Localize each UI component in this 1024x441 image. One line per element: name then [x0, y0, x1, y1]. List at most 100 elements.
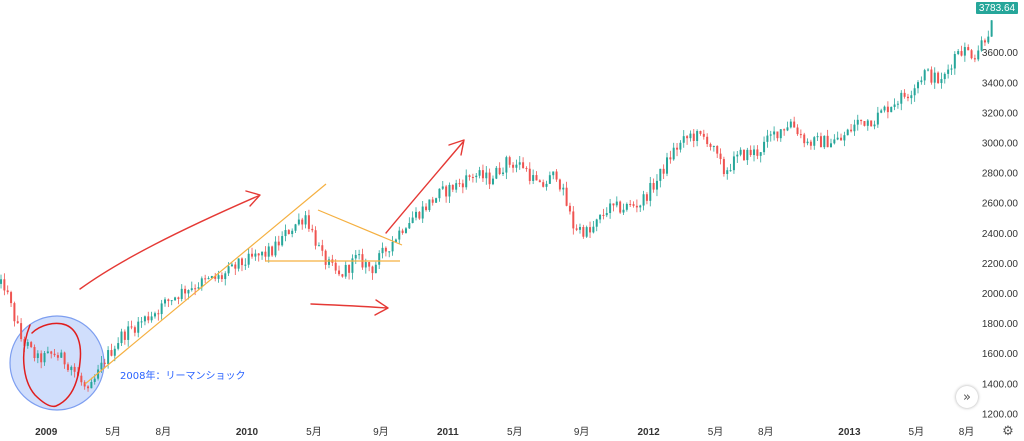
- candle: [358, 249, 361, 260]
- candle-body: [220, 275, 223, 280]
- candle: [247, 248, 250, 268]
- candle-body: [846, 129, 849, 136]
- candle-body: [512, 164, 515, 168]
- candle-body: [404, 228, 407, 233]
- candle: [445, 184, 448, 203]
- candle-body: [207, 278, 210, 280]
- candle-body: [983, 40, 986, 43]
- candle-body: [783, 129, 786, 131]
- candle: [746, 147, 749, 165]
- candle: [291, 228, 294, 238]
- candle: [264, 246, 267, 262]
- candle: [699, 130, 702, 136]
- candle-body: [930, 69, 933, 83]
- candle-body: [113, 348, 116, 356]
- candle-body: [341, 274, 344, 277]
- candle-body: [388, 251, 391, 253]
- scroll-to-realtime-button[interactable]: »: [956, 386, 978, 408]
- candle-body: [488, 172, 491, 185]
- candle-body: [702, 133, 705, 137]
- candle-body: [83, 382, 86, 387]
- candle-body: [910, 95, 913, 99]
- candle: [625, 202, 628, 212]
- candle: [170, 300, 173, 306]
- candle: [592, 221, 595, 234]
- candle-body: [763, 141, 766, 153]
- candle-body: [759, 152, 762, 156]
- candle-body: [240, 258, 243, 266]
- candle: [512, 162, 515, 173]
- candle: [843, 131, 846, 147]
- candle: [927, 68, 930, 72]
- candle: [127, 321, 130, 347]
- candle-body: [351, 258, 354, 273]
- candle-body: [103, 362, 106, 364]
- candle: [957, 49, 960, 56]
- candle-body: [689, 133, 692, 139]
- candle: [876, 106, 879, 128]
- x-tick-label: 2012: [637, 427, 660, 438]
- candle: [963, 42, 966, 62]
- candle-body: [669, 157, 672, 160]
- x-tick-label: 9月: [373, 426, 389, 438]
- candle: [987, 30, 990, 44]
- candle: [525, 166, 528, 172]
- candle: [860, 119, 863, 125]
- candle: [696, 129, 699, 147]
- candle: [823, 135, 826, 150]
- candle-body: [645, 194, 648, 201]
- candle: [532, 169, 535, 185]
- candle-body: [682, 136, 685, 143]
- candle: [629, 199, 632, 207]
- candle-body: [130, 326, 133, 328]
- candle: [184, 285, 187, 300]
- candle: [150, 311, 153, 323]
- candle: [870, 120, 873, 127]
- candle-body: [672, 147, 675, 160]
- candle: [973, 54, 976, 63]
- candle-body: [234, 264, 237, 269]
- candle-body: [963, 47, 966, 56]
- candle: [933, 67, 936, 89]
- chart-settings-button[interactable]: ⚙: [1000, 423, 1016, 439]
- candle: [689, 130, 692, 142]
- candle-body: [257, 253, 260, 256]
- candle-body: [194, 288, 197, 290]
- candle: [301, 217, 304, 230]
- candle-body: [973, 58, 976, 60]
- candle: [692, 129, 695, 148]
- candle: [642, 190, 645, 211]
- candle: [883, 105, 886, 113]
- candle: [920, 76, 923, 85]
- candle: [716, 145, 719, 158]
- candle-body: [666, 157, 669, 174]
- candle: [605, 207, 608, 218]
- candle-body: [428, 199, 431, 211]
- candle: [271, 245, 274, 257]
- last-price-value: 3783.64: [979, 3, 1016, 14]
- candle-body: [953, 54, 956, 69]
- candle: [953, 51, 956, 75]
- candle: [575, 224, 578, 232]
- candle-body: [786, 127, 789, 131]
- candle: [351, 254, 354, 280]
- candle-body: [307, 215, 310, 229]
- candle: [10, 290, 13, 308]
- candle: [40, 350, 43, 369]
- candle-body: [421, 206, 424, 219]
- candle: [937, 71, 940, 85]
- candle: [686, 135, 689, 145]
- candle: [833, 134, 836, 145]
- candle-body: [93, 378, 96, 382]
- y-tick-label: 1800.00: [982, 319, 1019, 330]
- candle-body: [137, 321, 140, 333]
- candle: [133, 325, 136, 337]
- candle: [491, 175, 494, 186]
- candle-body: [391, 242, 394, 252]
- candle: [779, 128, 782, 142]
- candle-body: [107, 350, 110, 364]
- candle-body: [793, 121, 796, 128]
- candle: [595, 218, 598, 232]
